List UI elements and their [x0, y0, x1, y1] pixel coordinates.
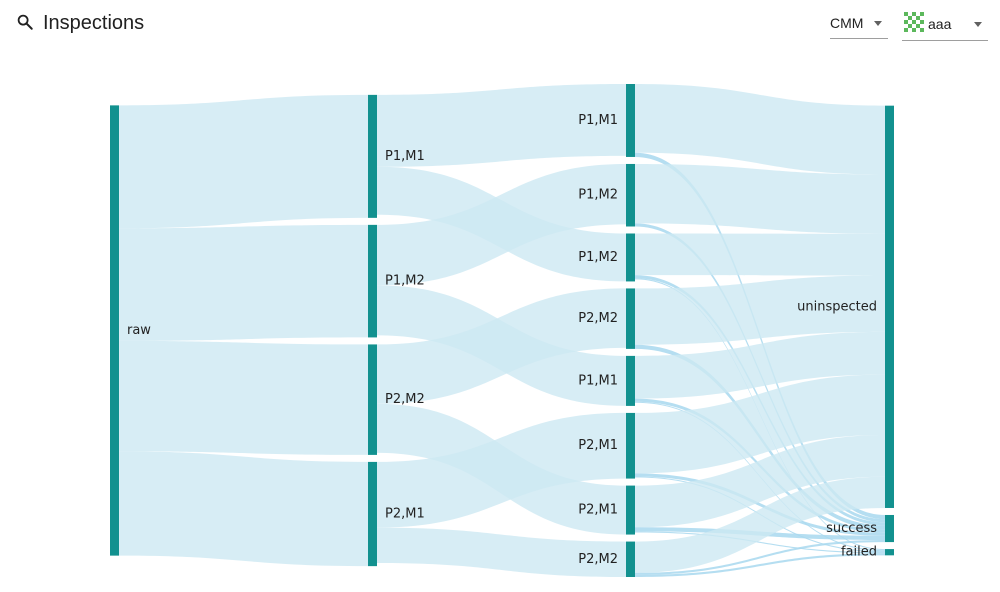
- sankey-node-label-c2_a: P1,M1: [578, 113, 618, 128]
- machine-select-value: CMM: [830, 15, 864, 31]
- sankey-node-c1_p1m2[interactable]: [368, 224, 377, 338]
- sankey-node-label-raw: raw: [127, 323, 151, 338]
- sankey-link-c2_h-to-success[interactable]: [635, 539, 885, 575]
- sankey-link-c2_h-to-uninspected[interactable]: [635, 476, 885, 573]
- sankey-link-raw-to-c1_p1m2[interactable]: [119, 224, 368, 341]
- app-header: Inspections CMM aaa: [0, 0, 1000, 50]
- sankey-node-label-failed: failed: [841, 545, 877, 560]
- sankey-node-success[interactable]: [885, 514, 894, 543]
- sankey-node-label-c2_f: P2,M1: [578, 438, 618, 453]
- sankey-node-label-c1_p2m1: P2,M1: [385, 507, 425, 522]
- sankey-node-label-c2_e: P1,M1: [578, 373, 618, 388]
- sankey-node-label-success: success: [826, 521, 877, 536]
- sankey-node-c2_c[interactable]: [626, 233, 635, 282]
- sankey-node-label-c2_b: P1,M2: [578, 188, 618, 203]
- organization-select[interactable]: aaa: [902, 12, 988, 41]
- sankey-node-label-c1_p1m1: P1,M1: [385, 149, 425, 164]
- sankey-link-c1_p2m2-to-c2_d[interactable]: [377, 288, 626, 404]
- sankey-link-c2_d-to-uninspected[interactable]: [635, 275, 885, 345]
- sankey-link-c1_p2m1-to-c2_h[interactable]: [377, 527, 626, 577]
- sankey-node-c2_f[interactable]: [626, 412, 635, 479]
- sankey-link-c1_p1m2-to-c2_b[interactable]: [377, 163, 626, 286]
- sankey-node-uninspected[interactable]: [885, 105, 894, 508]
- sankey-link-raw-to-c1_p2m1[interactable]: [119, 451, 368, 567]
- chevron-down-icon: [874, 21, 882, 26]
- sankey-node-c2_h[interactable]: [626, 541, 635, 577]
- sankey-node-c1_p1m1[interactable]: [368, 94, 377, 218]
- sankey-node-c1_p2m1[interactable]: [368, 461, 377, 567]
- sankey-link-c2_f-to-success[interactable]: [635, 473, 885, 536]
- sankey-node-label-c2_c: P1,M2: [578, 250, 618, 265]
- sankey-link-c1_p1m1-to-c2_a[interactable]: [377, 84, 626, 167]
- sankey-node-raw[interactable]: [110, 105, 119, 556]
- sankey-node-label-uninspected: uninspected: [797, 299, 877, 314]
- sankey-link-c2_e-to-uninspected[interactable]: [635, 331, 885, 399]
- sankey-node-failed[interactable]: [885, 549, 894, 556]
- sankey-node-label-c2_d: P2,M2: [578, 311, 618, 326]
- sankey-nodes: [110, 84, 894, 577]
- sankey-node-c2_e[interactable]: [626, 355, 635, 406]
- sankey-link-c2_a-to-uninspected[interactable]: [635, 84, 885, 175]
- identicon-avatar-icon: [904, 12, 924, 32]
- organization-select-value: aaa: [928, 16, 952, 32]
- sankey-labels: raw P1,M1 P1,M2 P2,M2 P2,M1 P1,M1 P1,M2 P1,M2 P2…: [127, 113, 877, 567]
- sankey-node-label-c1_p2m2: P2,M2: [385, 392, 425, 407]
- sankey-link-raw-to-c1_p1m1[interactable]: [119, 94, 368, 229]
- sankey-node-c2_b[interactable]: [626, 163, 635, 227]
- chevron-down-icon: [974, 22, 982, 27]
- search-icon[interactable]: [16, 13, 34, 31]
- machine-select[interactable]: CMM: [830, 12, 888, 39]
- sankey-link-raw-to-c1_p2m2[interactable]: [119, 340, 368, 455]
- sankey-link-c2_f-to-uninspected[interactable]: [635, 374, 885, 474]
- sankey-node-label-c2_g: P2,M1: [578, 503, 618, 518]
- sankey-link-c2_g-to-failed[interactable]: [635, 531, 885, 554]
- sankey-link-c2_c-to-uninspected[interactable]: [635, 233, 885, 276]
- page-title: Inspections: [43, 12, 145, 34]
- sankey-node-c1_p2m2[interactable]: [368, 344, 377, 455]
- sankey-node-c2_d[interactable]: [626, 288, 635, 349]
- sankey-node-c2_g[interactable]: [626, 485, 635, 535]
- sankey-link-c2_h-to-failed[interactable]: [635, 553, 885, 577]
- sankey-link-c1_p2m1-to-c2_f[interactable]: [377, 412, 626, 528]
- sankey-node-c2_a[interactable]: [626, 84, 635, 157]
- sankey-link-c2_g-to-uninspected[interactable]: [635, 435, 885, 528]
- sankey-node-label-c1_p1m2: P1,M2: [385, 274, 425, 289]
- sankey-links: [119, 84, 885, 577]
- sankey-node-label-c2_h: P2,M2: [578, 552, 618, 567]
- sankey-link-c2_b-to-uninspected[interactable]: [635, 163, 885, 234]
